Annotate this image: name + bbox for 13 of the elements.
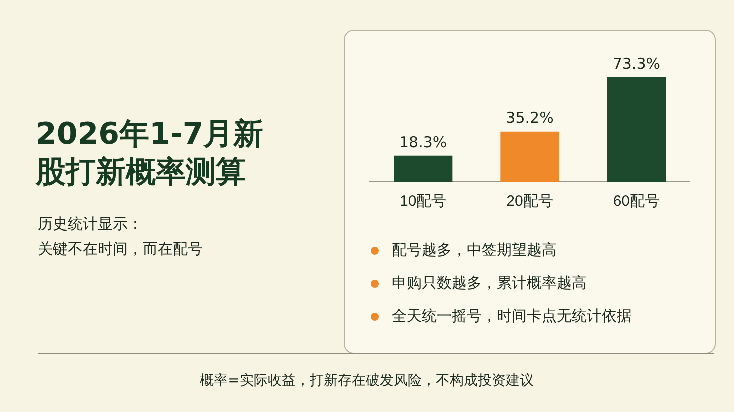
text: 概率=实际收益，打新存在破发风险，不构成投资建议 [199, 372, 535, 390]
text: 2026年1-7月新股打新概率测算 [36, 116, 265, 192]
data-label: 73.3% [612, 54, 660, 73]
data-label: 35.2% [506, 109, 554, 128]
text: 配号越多，中签期望越高 [392, 241, 557, 260]
x-tick-label: 60配号 [613, 193, 660, 210]
text: 申购只数越多，累计概率越高 [392, 274, 587, 293]
data-label: 18.3% [400, 133, 448, 152]
x-tick-label: 20配号 [506, 193, 554, 210]
text: 历史统计显示： [38, 214, 143, 235]
text: 关键不在时间，而在配号 [38, 239, 203, 260]
x-tick-label: 10配号 [400, 193, 447, 210]
text: 全天统一摇号，时间卡点无统计依据 [392, 307, 632, 326]
